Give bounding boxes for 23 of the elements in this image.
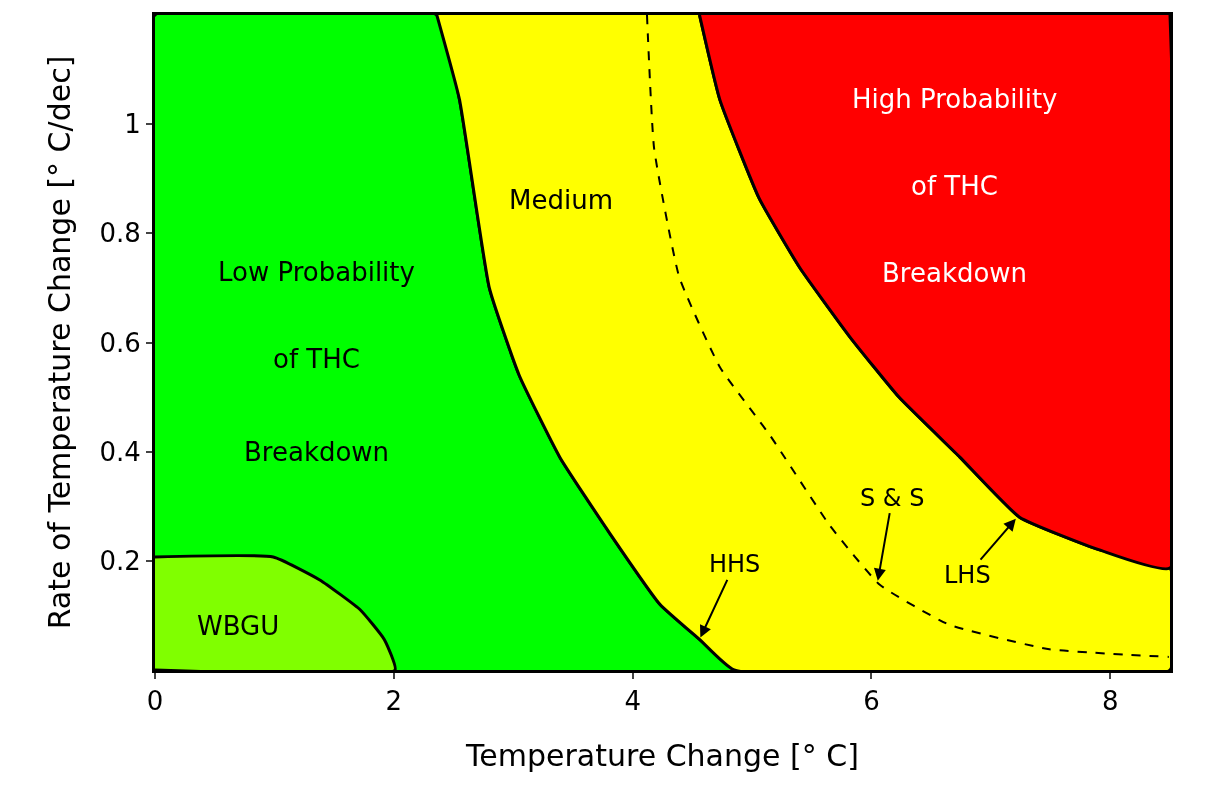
- annotation: of THC: [911, 171, 998, 201]
- y-tick-label: 0.4: [99, 436, 141, 467]
- annotation: S & S: [860, 484, 925, 512]
- annotation: LHS: [944, 561, 991, 589]
- x-tick-label: 2: [385, 686, 403, 717]
- annotation: of THC: [273, 344, 360, 374]
- annotation: HHS: [709, 550, 761, 578]
- annotation: Breakdown: [882, 258, 1028, 288]
- x-tick-label: 4: [624, 686, 641, 717]
- x-tick-label: 6: [863, 686, 880, 717]
- annotation: Medium: [509, 185, 613, 215]
- x-tick-label: 8: [1102, 686, 1119, 717]
- x-axis-title: Temperature Change [° C]: [465, 737, 859, 773]
- y-tick-label: 0.8: [99, 218, 141, 249]
- annotation: WBGU: [197, 611, 280, 641]
- y-tick-label: 1: [124, 109, 141, 140]
- x-tick-label: 0: [146, 686, 164, 717]
- annotation: Breakdown: [244, 437, 390, 467]
- annotation: Low Probability: [218, 257, 415, 287]
- y-tick-label: 0.6: [99, 327, 141, 358]
- annotation: High Probability: [852, 84, 1058, 114]
- y-tick-label: 0.2: [99, 545, 141, 576]
- y-axis-title: Rate of Temperature Change [° C/dec]: [42, 55, 78, 630]
